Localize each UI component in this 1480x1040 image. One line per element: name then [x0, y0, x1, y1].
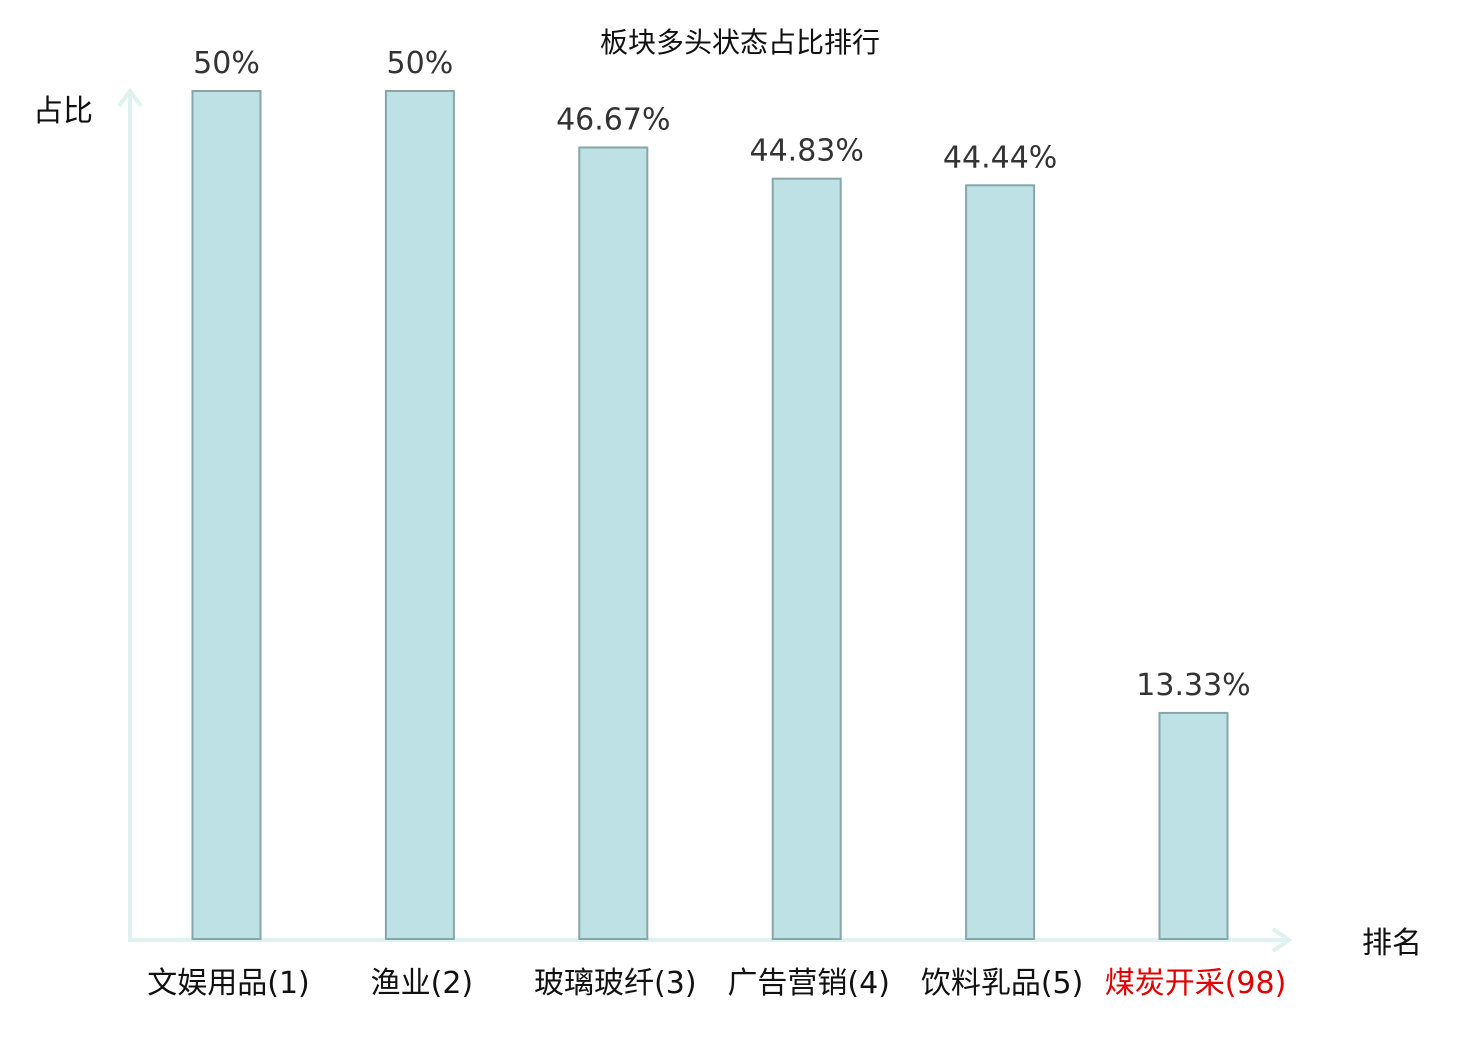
value-label: 44.44% — [943, 140, 1057, 175]
y-axis-arrow — [117, 87, 143, 108]
bar — [578, 146, 649, 940]
bar — [384, 90, 455, 940]
bar — [191, 90, 262, 940]
value-label: 44.83% — [750, 134, 864, 169]
category-label: 玻璃玻纤(3) — [534, 966, 697, 1001]
chart-title: 板块多头状态占比排行 — [600, 26, 880, 59]
bar — [1158, 711, 1229, 941]
category-label: 文娱用品(1) — [147, 966, 310, 1001]
value-label: 50% — [387, 46, 454, 81]
x-axis-arrow — [1271, 927, 1293, 953]
y-axis-label: 占比 — [33, 94, 93, 129]
category-label: 煤炭开采(98) — [1105, 966, 1287, 1001]
value-label-group: 50% 50% 46.67% 44.83% 44.44% 13.33% — [193, 46, 1251, 703]
category-label: 广告营销(4) — [727, 966, 890, 1001]
bar — [965, 184, 1036, 940]
value-label: 46.67% — [556, 102, 670, 137]
category-label: 渔业(2) — [371, 966, 474, 1001]
category-label: 饮料乳品(5) — [921, 966, 1084, 1001]
value-label: 13.33% — [1136, 668, 1250, 703]
bar-group — [191, 90, 1229, 941]
x-axis-label: 排名 — [1362, 926, 1422, 961]
value-label: 50% — [193, 46, 260, 81]
bar — [771, 177, 842, 940]
category-label-group: 文娱用品(1) 渔业(2) 玻璃玻纤(3) 广告营销(4) 饮料乳品(5) 煤炭开采(98… — [147, 966, 1286, 1001]
